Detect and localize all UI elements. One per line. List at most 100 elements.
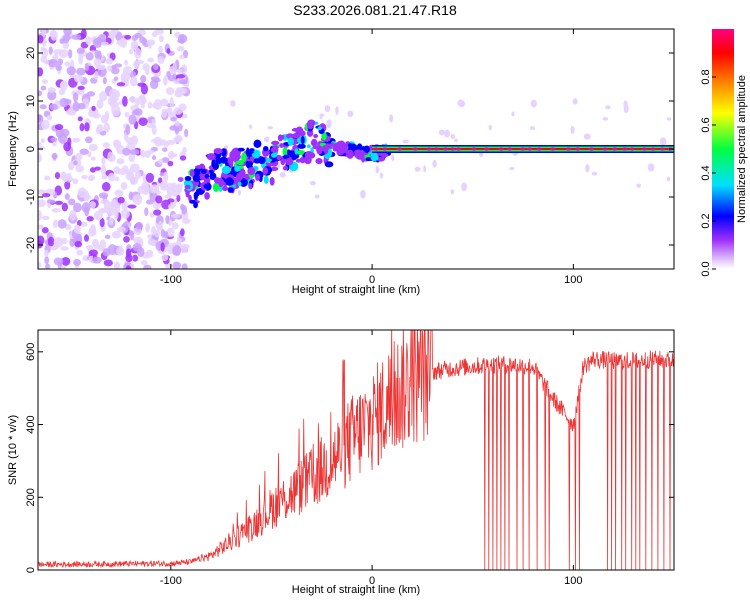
noise-blob [133, 60, 141, 69]
noise-blob [125, 254, 133, 263]
noise-blob [72, 178, 79, 185]
noise-blob [63, 29, 72, 36]
colorbar-tick-label: 0.4 [700, 165, 712, 180]
noise-blob [89, 167, 96, 173]
noise-blob [120, 209, 130, 219]
colorbar: 0.0 0.2 0.4 0.6 0.8 Normalized spectral ampl… [700, 29, 748, 277]
ridge-blob [346, 149, 354, 159]
noise-blob [184, 128, 189, 138]
noise-blob [113, 261, 121, 269]
noise-blob [147, 238, 156, 246]
noise-blob [85, 52, 94, 61]
ridge-blob [222, 185, 228, 192]
noise-blob [151, 31, 158, 38]
ridge-blob [306, 129, 314, 137]
noise-blob [51, 208, 61, 213]
noise-blob [141, 182, 149, 191]
faint-blob [530, 99, 537, 108]
ridge-blob [270, 147, 279, 153]
noise-blob [144, 150, 151, 158]
line-peak [527, 147, 533, 151]
noise-blob [162, 75, 168, 86]
noise-blob [38, 153, 42, 163]
noise-blob [77, 116, 83, 122]
noise-blob [121, 200, 128, 211]
snr-x-tick-label: 0 [369, 575, 375, 587]
ridge-blob [297, 143, 306, 149]
noise-blob [144, 66, 150, 76]
ridge-blob [234, 165, 240, 172]
line-peak [455, 147, 461, 151]
snr-y-tick-label: 0 [25, 567, 37, 573]
noise-blob [93, 241, 100, 250]
noise-blob [155, 195, 163, 204]
noise-blob [158, 45, 163, 54]
noise-blob [170, 116, 178, 122]
line-peak [622, 147, 628, 151]
noise-blob [103, 201, 112, 212]
faint-blob [237, 189, 241, 196]
noise-blob [93, 58, 102, 68]
noise-blob [38, 35, 44, 44]
noise-blob [52, 152, 57, 161]
faint-blob [605, 105, 611, 110]
noise-blob [46, 199, 56, 204]
noise-blob [130, 40, 139, 51]
line-peak [471, 147, 477, 151]
ridge-blob [206, 153, 216, 161]
ridge-blob [184, 184, 191, 190]
noise-blob [166, 227, 175, 238]
ridge-blob [249, 148, 255, 152]
noise-blob [102, 76, 107, 85]
ridge-blob [263, 175, 269, 184]
noise-blob [63, 141, 72, 152]
ridge-blob [185, 188, 190, 198]
noise-blob [91, 105, 96, 112]
noise-blob [83, 196, 89, 202]
noise-blob [181, 263, 188, 269]
noise-blob [83, 234, 90, 242]
line-peak [612, 147, 618, 151]
noise-blob [90, 223, 96, 235]
ridge-blob [269, 176, 275, 186]
noise-blob [128, 191, 134, 201]
noise-blob [113, 76, 119, 81]
noise-blob [165, 87, 175, 95]
noise-blob [73, 160, 78, 166]
noise-blob [101, 156, 106, 166]
noise-blob [120, 181, 128, 191]
noise-blob [163, 171, 169, 183]
ridge-blob [287, 137, 294, 146]
noise-blob [75, 152, 83, 161]
ridge-blob [276, 154, 282, 161]
faint-blob [319, 113, 323, 120]
spectrogram-x-tick-label: 100 [564, 274, 582, 286]
noise-blob [71, 34, 82, 40]
noise-blob [85, 244, 94, 250]
snr-x-label: Height of straight line (km) [292, 584, 420, 596]
noise-blob [140, 259, 148, 266]
faint-blob [389, 114, 394, 123]
faint-blob [591, 171, 598, 176]
line-peak [443, 147, 449, 151]
noise-blob [44, 175, 51, 181]
noise-blob [170, 184, 178, 192]
noise-blob [180, 228, 185, 237]
noise-blob [119, 37, 128, 48]
spectrogram-x-tick-label: 0 [369, 274, 375, 286]
colorbar-label: Normalized spectral amplitude [736, 75, 748, 223]
noise-blob [129, 76, 138, 87]
ridge-blob [370, 151, 378, 162]
noise-blob [164, 194, 172, 199]
snr-y-label: SNR (10 * v/v) [7, 415, 19, 485]
ridge-blob [241, 152, 247, 163]
ridge-blob [213, 177, 221, 184]
ridge-blob [295, 158, 302, 163]
snr-panel: -100 0 100 0 200 400 600 Height of straight l… [7, 329, 675, 596]
ridge-blob [361, 146, 366, 151]
faint-blob [438, 129, 445, 136]
line-peak [641, 147, 647, 151]
noise-blob [176, 194, 181, 202]
noise-blob [179, 155, 187, 161]
noise-blob [44, 60, 49, 65]
